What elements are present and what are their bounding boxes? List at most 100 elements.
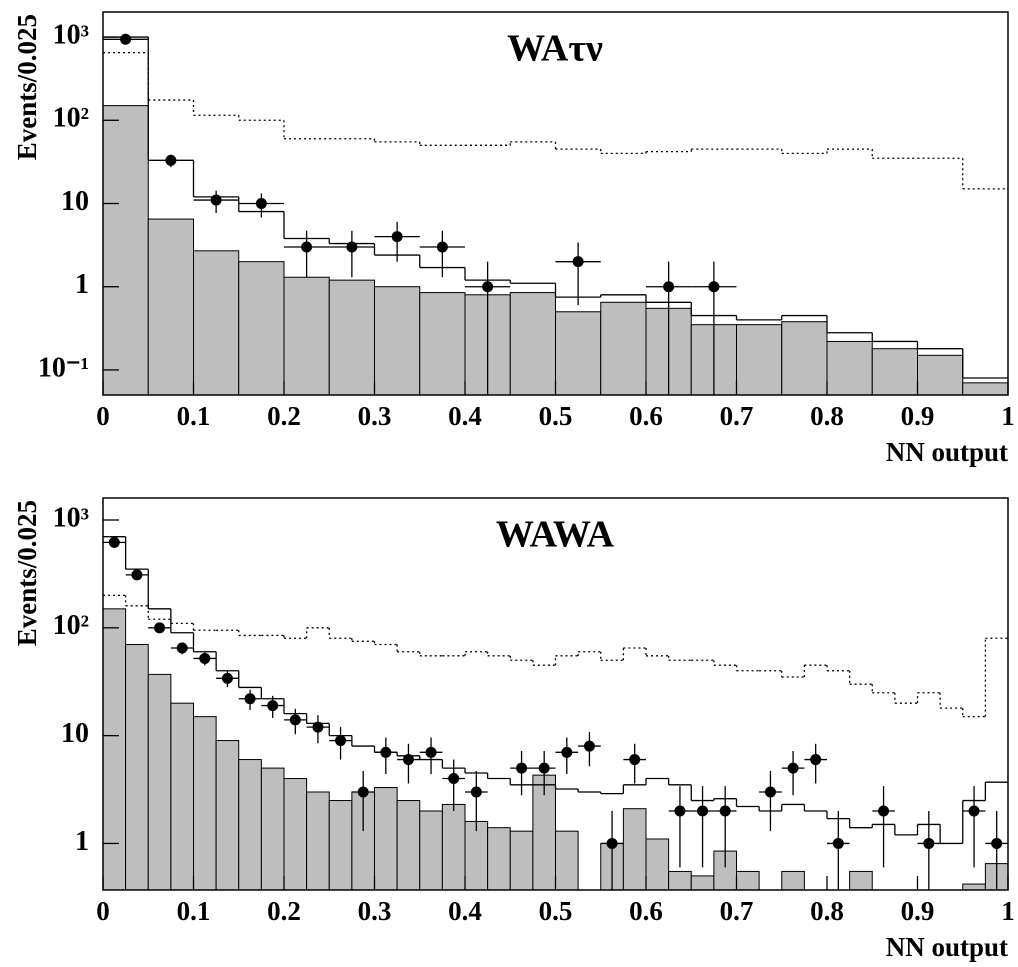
background-bin — [487, 827, 511, 891]
x-tick-label: 1 — [1001, 401, 1015, 431]
x-tick-label: 0.2 — [267, 401, 301, 431]
data-point — [199, 652, 211, 664]
background-bin — [555, 311, 602, 396]
y-tick-label: 1 — [75, 269, 89, 300]
panel: 0 0.1 0.2 0.3 0.4 0.5 0.6 0.7 0.8 0.9 1 10³ 10² 10 1 WA… — [12, 497, 1015, 962]
data-point — [380, 746, 392, 758]
data-point — [436, 241, 448, 253]
background-bin — [917, 354, 964, 396]
x-axis-label: NN output — [886, 932, 1008, 962]
data-point — [923, 837, 935, 849]
data-point — [267, 700, 279, 712]
x-tick-label: 0.7 — [720, 896, 754, 926]
data-point — [335, 735, 347, 747]
background-bin — [102, 608, 127, 891]
background-bin — [283, 778, 308, 891]
x-tick-label: 0.6 — [629, 401, 663, 431]
data-point — [629, 754, 641, 766]
data-point — [120, 33, 132, 45]
data-point — [787, 762, 799, 774]
data-point — [663, 281, 675, 293]
data-point — [764, 786, 776, 798]
background-bin — [306, 791, 330, 891]
data-point — [538, 762, 550, 774]
x-tick-label: 0.7 — [720, 401, 754, 431]
x-axis-label: NN output — [886, 437, 1008, 467]
background-bin — [849, 870, 873, 891]
background-bin — [328, 279, 375, 396]
data-point — [697, 805, 709, 817]
background-bin — [147, 673, 172, 891]
background-bin — [736, 870, 760, 891]
x-tick-label: 0.8 — [810, 896, 844, 926]
data-point — [991, 837, 1003, 849]
data-point — [402, 754, 414, 766]
y-tick-label: 10 — [61, 186, 89, 217]
background-bin — [125, 644, 149, 891]
data-point — [516, 762, 528, 774]
x-tick-label: 0.3 — [358, 401, 392, 431]
background-bin — [871, 348, 918, 396]
background-bin — [170, 702, 194, 891]
data-point — [878, 805, 890, 817]
data-point — [289, 714, 301, 726]
data-point — [606, 837, 618, 849]
data-point — [255, 198, 267, 209]
data-point — [357, 786, 369, 798]
background-bin — [645, 838, 670, 891]
panel: 0 0.1 0.2 0.3 0.4 0.5 0.6 0.7 0.8 0.9 1 10³ 10² 10 1 10… — [12, 11, 1015, 467]
background-bin — [328, 800, 353, 891]
x-tick-label: 0.6 — [629, 896, 663, 926]
background-bin — [419, 810, 443, 891]
data-point — [154, 622, 166, 634]
x-tick-label: 0.9 — [901, 896, 935, 926]
data-point — [572, 256, 584, 268]
background-bin — [555, 830, 579, 891]
chart-title: WAWA — [496, 514, 615, 556]
x-tick-label: 0.4 — [448, 401, 482, 431]
y-tick-label: 1 — [75, 826, 89, 857]
y-tick-label: 10³ — [53, 19, 89, 50]
background-bin — [102, 105, 149, 396]
background-bin — [600, 301, 647, 396]
data-point — [165, 154, 177, 166]
chart-title: WAτν — [507, 28, 603, 70]
data-point — [312, 721, 324, 733]
data-point — [210, 194, 222, 206]
background-bin — [374, 286, 421, 396]
x-tick-label: 0.5 — [539, 896, 573, 926]
background-bin — [962, 382, 1009, 396]
data-point — [301, 241, 313, 253]
background-bin — [238, 261, 285, 396]
y-axis-label: Events/0.025 — [12, 500, 42, 646]
data-point — [719, 805, 731, 817]
data-point — [221, 672, 233, 684]
background-bin — [193, 250, 240, 396]
y-tick-label: 10⁻¹ — [38, 352, 89, 383]
background-bin — [826, 340, 873, 396]
data-point — [131, 569, 143, 581]
background-bin — [215, 740, 240, 891]
background-bin — [441, 803, 466, 891]
data-point — [244, 693, 256, 705]
background-bin — [509, 830, 534, 891]
x-tick-label: 1 — [1001, 896, 1015, 926]
y-tick-label: 10³ — [53, 502, 89, 533]
background-bin — [962, 883, 986, 891]
x-tick-label: 0.4 — [448, 896, 482, 926]
background-bin — [622, 808, 647, 891]
data-point — [708, 281, 720, 293]
background-bin — [464, 820, 489, 891]
data-point — [425, 746, 437, 758]
x-tick-label: 0.5 — [539, 401, 573, 431]
background-bin — [690, 875, 715, 891]
background-bin — [260, 767, 285, 891]
x-tick-label: 0 — [96, 401, 110, 431]
background-bin — [781, 321, 828, 396]
background-bin — [668, 870, 692, 891]
data-point — [810, 754, 822, 766]
background-bin — [509, 292, 556, 396]
data-point — [470, 786, 482, 798]
x-tick-label: 0.1 — [177, 401, 211, 431]
